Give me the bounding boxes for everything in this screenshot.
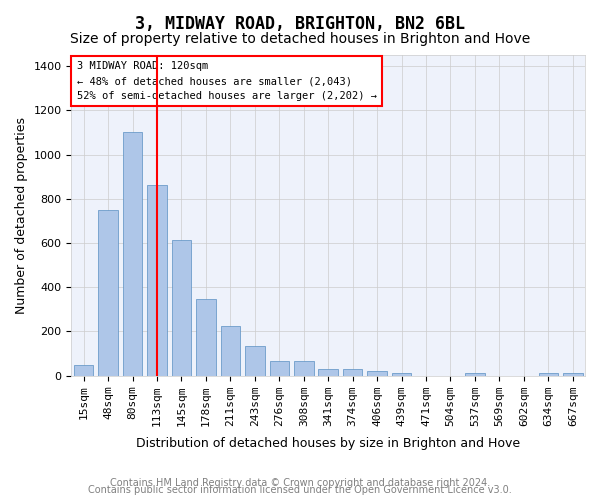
Text: 3, MIDWAY ROAD, BRIGHTON, BN2 6BL: 3, MIDWAY ROAD, BRIGHTON, BN2 6BL (135, 15, 465, 33)
Bar (269, 362, 289, 376)
Bar (367, 371, 387, 376)
X-axis label: Distribution of detached houses by size in Brighton and Hove: Distribution of detached houses by size … (136, 437, 520, 450)
Bar (343, 369, 362, 376)
Bar (74, 366, 94, 376)
Bar (319, 369, 338, 376)
Bar (123, 132, 142, 376)
Text: 3 MIDWAY ROAD: 120sqm
← 48% of detached houses are smaller (2,043)
52% of semi-d: 3 MIDWAY ROAD: 120sqm ← 48% of detached … (77, 62, 377, 101)
Text: Contains HM Land Registry data © Crown copyright and database right 2024.: Contains HM Land Registry data © Crown c… (110, 478, 490, 488)
Bar (221, 326, 240, 376)
Text: Contains public sector information licensed under the Open Government Licence v3: Contains public sector information licen… (88, 485, 512, 495)
Bar (98, 210, 118, 376)
Bar (392, 373, 412, 376)
Bar (465, 373, 485, 376)
Bar (172, 240, 191, 376)
Bar (147, 186, 167, 376)
Bar (196, 300, 215, 376)
Bar (245, 346, 265, 376)
Y-axis label: Number of detached properties: Number of detached properties (15, 117, 28, 314)
Bar (563, 373, 583, 376)
Bar (539, 373, 558, 376)
Text: Size of property relative to detached houses in Brighton and Hove: Size of property relative to detached ho… (70, 32, 530, 46)
Bar (294, 360, 314, 376)
